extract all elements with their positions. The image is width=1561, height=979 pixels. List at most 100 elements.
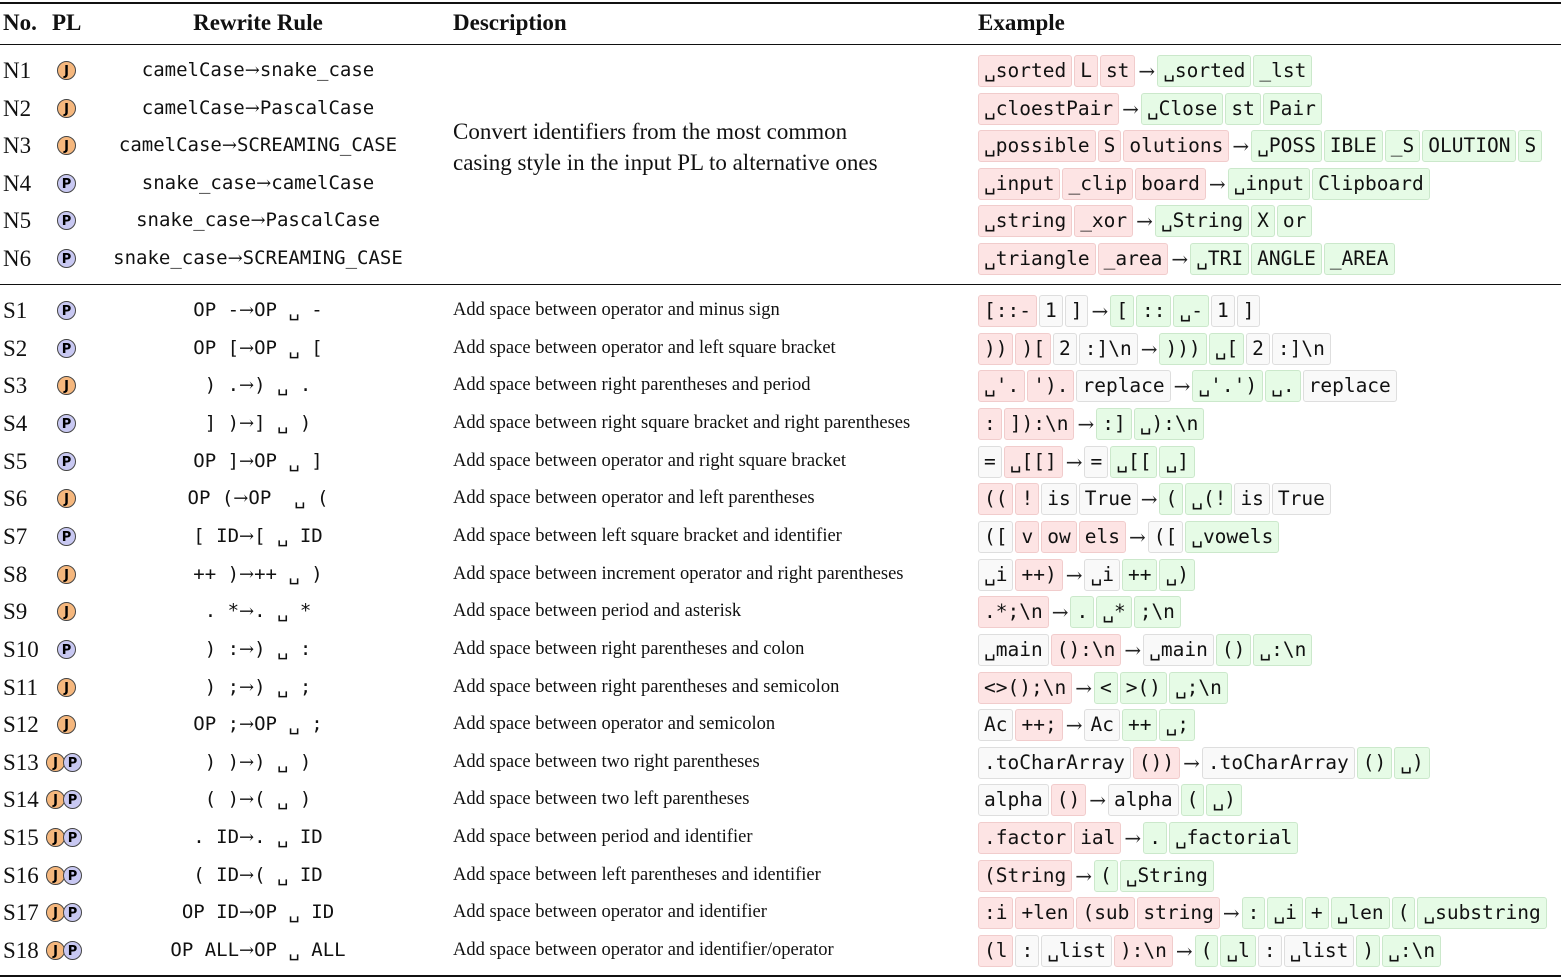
arrow-icon: → [239, 714, 255, 736]
token-before: () [1050, 784, 1087, 817]
pl-badges: J [57, 602, 76, 622]
token-before: ()) [1132, 746, 1181, 779]
python-badge-icon: P [57, 338, 76, 358]
arrow-icon: → [1075, 863, 1092, 888]
rule-number: S4 [3, 410, 28, 436]
pl-badges: P [57, 173, 76, 193]
rule-description: Add space between right parentheses and … [453, 676, 840, 697]
arrow-icon: → [233, 488, 249, 510]
arrow-icon: → [239, 375, 255, 397]
token-after: ␣substring [1417, 897, 1547, 930]
rule-example: ((! is True →(␣(! is True [978, 483, 1333, 516]
token-after: ([ [1147, 520, 1184, 553]
pl-badges: P [57, 413, 76, 433]
rewrite-rule: camelCase→PascalCase [80, 90, 436, 127]
rewrite-rule: ) )→) ␣ ) [80, 744, 436, 781]
rewrite-rule: OP (→OP ␣ ( [80, 480, 436, 517]
rule-rhs: OP ␣ ID [254, 901, 335, 924]
arrow-icon: → [1124, 637, 1142, 662]
arrow-icon: → [239, 789, 255, 811]
arrow-icon: → [244, 97, 260, 119]
table-row: S4 P] )→] ␣ ) Add space between right squa… [0, 405, 1561, 443]
rule-rhs: OP ␣ - [254, 299, 323, 321]
arrow-icon: → [239, 827, 255, 849]
arrow-icon: → [1140, 487, 1158, 512]
rule-example: .toCharArray()) → .toCharArray() ␣) [978, 746, 1432, 779]
rule-example: Ac ++; → Ac ++ ␣; [978, 709, 1197, 742]
python-badge-icon: P [63, 941, 82, 961]
rule-number: S3 [3, 373, 28, 399]
token-before: ␣list [1041, 935, 1112, 968]
rule-lhs: ) : [204, 637, 240, 660]
token-before: 1 [1038, 295, 1063, 327]
rule-lhs: camelCase [141, 59, 245, 81]
python-badge-icon: P [63, 752, 82, 772]
token-before: ):\n [1113, 935, 1173, 968]
python-badge-icon: P [57, 173, 76, 193]
rule-number: S2 [3, 335, 28, 361]
token-before: = [978, 445, 1002, 478]
table-row: S6 J OP (→OP ␣ (Add space between operator… [0, 480, 1561, 518]
token-after: >() [1119, 671, 1167, 704]
rule-description: Add space between two left parentheses [453, 789, 750, 810]
rule-example: [::- 1] →[:: ␣- 1] [978, 295, 1262, 327]
rule-description: Add space between operator and left squa… [453, 337, 836, 358]
rule-rhs: ( ␣ ID [254, 863, 323, 886]
rewrite-rule: . ID→. ␣ ID [80, 819, 436, 856]
rule-lhs: OP ( [187, 487, 234, 510]
token-after: ++ [1121, 558, 1158, 591]
token-before: ! [1015, 483, 1040, 516]
token-before: ␣string [978, 205, 1073, 238]
rule-example: (l: ␣list):\n →(␣l: ␣list) ␣:\n [978, 935, 1443, 968]
java-badge-icon: J [57, 564, 76, 584]
token-before: v [1015, 520, 1040, 553]
token-before: olutions [1123, 130, 1230, 163]
rule-rhs: ] ␣ ) [254, 411, 312, 434]
token-after: ␣String [1154, 205, 1250, 238]
rewrite-rule: . *→. ␣ * [80, 593, 436, 630]
token-before: ow [1041, 520, 1077, 553]
rule-example: .*;\n →. ␣* ;\n [978, 596, 1183, 629]
rule-lhs: . ID [193, 826, 240, 849]
token-after: or [1276, 205, 1313, 238]
pl-badges: J [57, 564, 76, 584]
token-before: ␣sorted [978, 55, 1073, 87]
rule-lhs: OP ] [193, 449, 240, 472]
table-bottom-rule [0, 975, 1561, 977]
pl-badges: J [57, 61, 76, 80]
token-after: ␣(! [1185, 483, 1233, 516]
rule-rhs: ++ ␣ ) [254, 562, 323, 585]
token-before: True [1078, 483, 1138, 516]
rule-description: Add space between period and identifier [453, 827, 753, 848]
rewrite-rule: ) :→) ␣ : [80, 631, 436, 668]
token-before: (( [978, 483, 1014, 516]
rule-number: S11 [3, 674, 38, 700]
table-row: S2 P OP [→OP ␣ [Add space between operator… [0, 330, 1561, 368]
arrow-icon: → [1075, 675, 1092, 700]
rule-lhs: OP ALL [170, 939, 240, 962]
pl-badges: J [57, 136, 76, 156]
arrow-icon: → [1183, 750, 1200, 775]
arrow-icon: → [244, 60, 260, 81]
table-row: S1 P OP -→OP ␣ - Add space between operator… [0, 292, 1561, 330]
token-after: ++ [1121, 709, 1158, 742]
rule-example: .factor ial →. ␣factorial [978, 822, 1300, 855]
arrow-icon: → [239, 676, 255, 698]
java-badge-icon: J [57, 602, 76, 622]
rewrite-rule: ( )→( ␣ ) [80, 781, 436, 818]
arrow-icon: → [1122, 96, 1139, 121]
rule-number: S14 [3, 787, 39, 813]
rule-rhs: ( ␣ ) [254, 788, 312, 811]
rewrite-rule: camelCase→snake_case [80, 52, 436, 89]
token-before: ␣input [978, 167, 1061, 200]
token-after: ( [1093, 859, 1118, 892]
token-after: ␣Close [1140, 92, 1224, 125]
table-row: S3 J) .→) ␣ . Add space between right pare… [0, 367, 1561, 405]
rule-rhs: PascalCase [259, 96, 375, 119]
